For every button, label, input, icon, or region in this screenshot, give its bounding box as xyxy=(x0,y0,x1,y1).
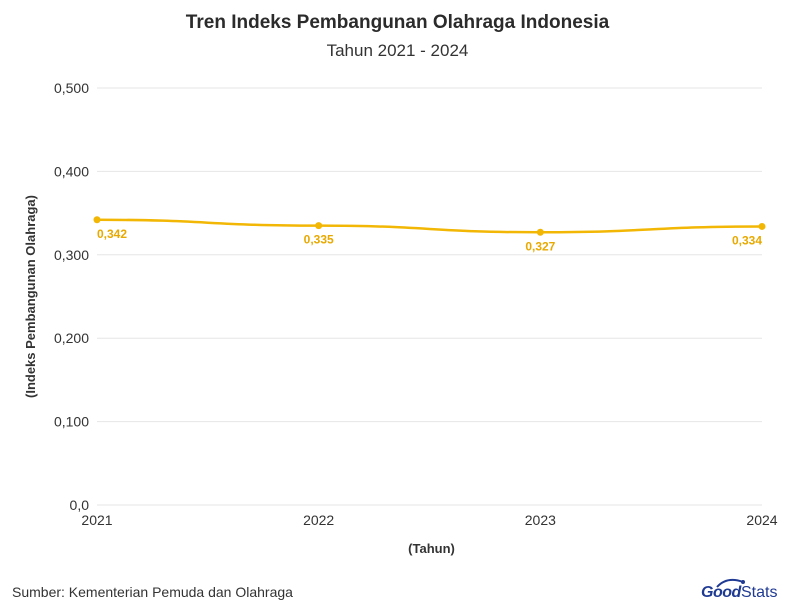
y-tick-label: 0,0 xyxy=(70,497,90,513)
logo-text-stats: Stats xyxy=(741,584,778,601)
data-label: 0,342 xyxy=(97,227,127,241)
logo-text-good: Good xyxy=(701,584,741,601)
chart-title: Tren Indeks Pembangunan Olahraga Indones… xyxy=(185,12,610,33)
series-line xyxy=(96,218,763,234)
y-tick-label: 0,100 xyxy=(54,414,89,430)
source-note: Sumber: Kementerian Pemuda dan Olahraga xyxy=(12,584,293,600)
data-point xyxy=(536,228,544,236)
data-point xyxy=(758,222,766,230)
data-point xyxy=(315,222,323,230)
x-tick-label: 2024 xyxy=(746,512,777,528)
goodstats-logo: Good Stats xyxy=(701,578,783,606)
y-tick-label: 0,400 xyxy=(54,163,89,179)
x-tick-label: 2023 xyxy=(525,512,556,528)
logo-arc-icon xyxy=(716,578,745,588)
x-axis-title: (Tahun) xyxy=(408,541,455,556)
data-label: 0,335 xyxy=(304,233,334,247)
y-tick-label: 0,300 xyxy=(54,247,89,263)
data-point xyxy=(93,216,101,224)
y-tick-label: 0,200 xyxy=(54,330,89,346)
chart-subtitle: Tahun 2021 - 2024 xyxy=(326,41,469,60)
data-label: 0,334 xyxy=(732,233,762,247)
y-axis-title: (Indeks Pembangunan Olahraga) xyxy=(23,195,38,398)
data-label: 0,327 xyxy=(525,239,555,253)
x-tick-label: 2021 xyxy=(81,512,112,528)
y-tick-label: 0,500 xyxy=(54,80,89,96)
x-tick-label: 2022 xyxy=(303,512,334,528)
